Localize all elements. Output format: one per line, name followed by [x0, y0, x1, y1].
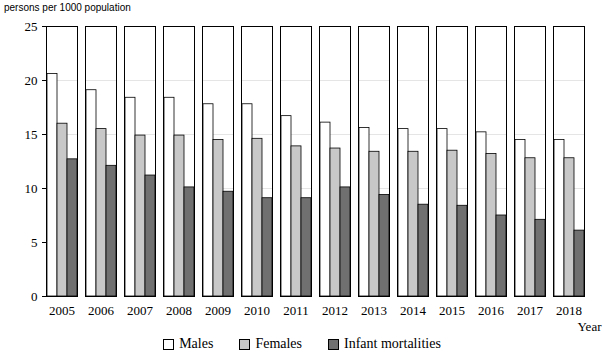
svg-text:5: 5 [31, 235, 38, 250]
svg-text:2010: 2010 [244, 303, 270, 318]
svg-text:2009: 2009 [205, 303, 231, 318]
svg-text:2007: 2007 [127, 303, 154, 318]
svg-text:2014: 2014 [400, 303, 427, 318]
svg-text:25: 25 [25, 19, 38, 34]
svg-text:2008: 2008 [166, 303, 192, 318]
svg-text:2012: 2012 [322, 303, 348, 318]
svg-text:2013: 2013 [361, 303, 387, 318]
svg-text:0: 0 [31, 289, 38, 304]
svg-text:2006: 2006 [88, 303, 115, 318]
svg-text:15: 15 [25, 127, 38, 142]
svg-text:2011: 2011 [283, 303, 309, 318]
svg-text:Year: Year [578, 319, 603, 334]
html-text:Males: Males [179, 336, 214, 351]
html-text:persons per 1000 population: persons per 1000 population [4, 2, 131, 13]
svg-text:2017: 2017 [517, 303, 544, 318]
svg-text:2018: 2018 [556, 303, 582, 318]
svg-text:10: 10 [25, 181, 38, 196]
svg-text:2005: 2005 [49, 303, 75, 318]
html-text:Infant mortalities: Infant mortalities [344, 336, 441, 351]
svg-text:20: 20 [25, 73, 38, 88]
svg-text:2015: 2015 [439, 303, 465, 318]
html-text:Females: Females [255, 336, 302, 351]
svg-text:2016: 2016 [478, 303, 505, 318]
